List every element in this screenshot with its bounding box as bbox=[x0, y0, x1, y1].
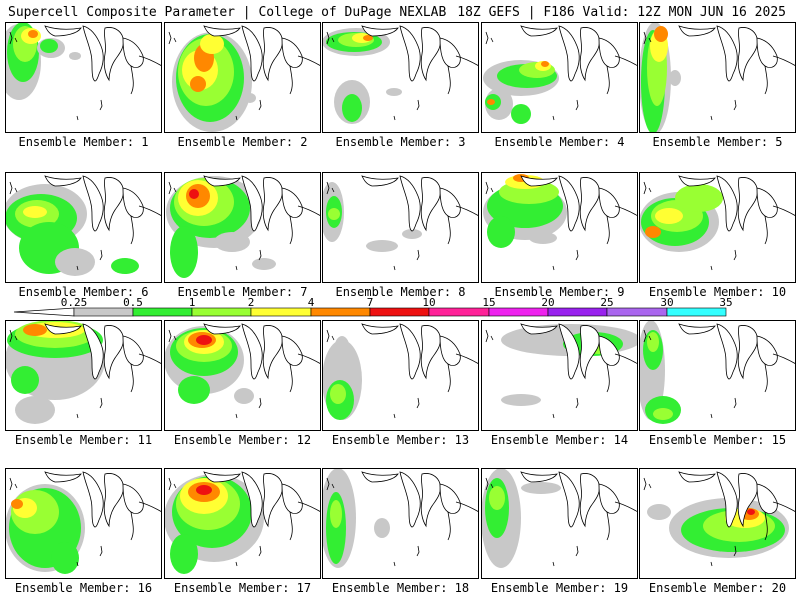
legend-tick-label: 10 bbox=[422, 296, 435, 309]
ensemble-member-label: Ensemble Member: 10 bbox=[648, 285, 787, 299]
page-title: Supercell Composite Parameter | College … bbox=[8, 5, 447, 20]
ensemble-map bbox=[5, 172, 162, 283]
ensemble-map bbox=[639, 468, 796, 579]
ensemble-map-panel bbox=[5, 172, 162, 283]
ensemble-member-label: Ensemble Member: 2 bbox=[177, 135, 308, 149]
legend-swatch bbox=[547, 307, 608, 317]
ensemble-member-label: Ensemble Member: 14 bbox=[490, 433, 629, 447]
ensemble-map bbox=[164, 22, 321, 133]
ensemble-member-label: Ensemble Member: 18 bbox=[331, 581, 470, 595]
ensemble-map bbox=[322, 172, 479, 283]
ensemble-map bbox=[164, 320, 321, 431]
ensemble-map bbox=[164, 468, 321, 579]
ensemble-map bbox=[5, 320, 162, 431]
legend-tick-label: 2 bbox=[248, 296, 255, 309]
ensemble-map bbox=[481, 22, 638, 133]
ensemble-map-panel bbox=[322, 468, 479, 579]
ensemble-member-label: Ensemble Member: 20 bbox=[648, 581, 787, 595]
ensemble-map-panel bbox=[164, 22, 321, 133]
legend-tick-label: 7 bbox=[367, 296, 374, 309]
legend-swatch bbox=[191, 307, 252, 317]
legend-swatch bbox=[132, 307, 193, 317]
legend-tick-label: 20 bbox=[541, 296, 554, 309]
ensemble-member-label: Ensemble Member: 8 bbox=[335, 285, 466, 299]
ensemble-member-label: Ensemble Member: 11 bbox=[14, 433, 153, 447]
ensemble-member-label: Ensemble Member: 19 bbox=[490, 581, 629, 595]
ensemble-map bbox=[322, 22, 479, 133]
ensemble-map bbox=[481, 172, 638, 283]
ensemble-map-panel bbox=[639, 22, 796, 133]
color-legend: 0.25 0.5 1 2 4 7 10 15 20 25 30 35 bbox=[0, 296, 800, 322]
legend-tick-label: 30 bbox=[660, 296, 673, 309]
legend-tick-label: 0.5 bbox=[123, 296, 143, 309]
legend-swatch bbox=[369, 307, 430, 317]
ensemble-map-panel bbox=[164, 468, 321, 579]
ensemble-map-panel bbox=[481, 468, 638, 579]
legend-tick-label: 4 bbox=[308, 296, 315, 309]
ensemble-map bbox=[639, 320, 796, 431]
ensemble-map-panel bbox=[164, 172, 321, 283]
ensemble-map-panel bbox=[5, 320, 162, 431]
ensemble-map-panel bbox=[481, 22, 638, 133]
ensemble-member-label: Ensemble Member: 16 bbox=[14, 581, 153, 595]
ensemble-member-label: Ensemble Member: 4 bbox=[494, 135, 625, 149]
legend-swatch bbox=[250, 307, 312, 317]
ensemble-map bbox=[322, 468, 479, 579]
ensemble-map-panel bbox=[481, 172, 638, 283]
legend-swatch bbox=[310, 307, 371, 317]
ensemble-map bbox=[481, 468, 638, 579]
legend-tick-label: 1 bbox=[189, 296, 196, 309]
ensemble-member-label: Ensemble Member: 12 bbox=[173, 433, 312, 447]
ensemble-map bbox=[5, 22, 162, 133]
ensemble-map bbox=[322, 320, 479, 431]
ensemble-member-label: Ensemble Member: 6 bbox=[18, 285, 149, 299]
ensemble-map-panel bbox=[322, 22, 479, 133]
legend-swatch bbox=[666, 307, 727, 317]
ensemble-map-panel bbox=[639, 172, 796, 283]
ensemble-map bbox=[5, 468, 162, 579]
ensemble-map-panel bbox=[639, 320, 796, 431]
legend-swatch bbox=[606, 307, 668, 317]
ensemble-member-label: Ensemble Member: 1 bbox=[18, 135, 149, 149]
colorbar-svg: 0.25 0.5 1 2 4 7 10 15 20 25 30 35 bbox=[13, 296, 733, 317]
ensemble-member-label: Ensemble Member: 13 bbox=[331, 433, 470, 447]
ensemble-map-panel bbox=[164, 320, 321, 431]
ensemble-member-label: Ensemble Member: 17 bbox=[173, 581, 312, 595]
legend-tick-label: 0.25 bbox=[61, 296, 88, 309]
ensemble-map-panel bbox=[5, 468, 162, 579]
ensemble-map bbox=[164, 172, 321, 283]
ensemble-member-label: Ensemble Member: 3 bbox=[335, 135, 466, 149]
legend-tick-label: 25 bbox=[600, 296, 613, 309]
ensemble-map bbox=[639, 22, 796, 133]
ensemble-member-label: Ensemble Member: 9 bbox=[494, 285, 625, 299]
ensemble-map-panel bbox=[5, 22, 162, 133]
ensemble-member-label: Ensemble Member: 5 bbox=[652, 135, 783, 149]
legend-swatch bbox=[73, 307, 134, 317]
legend-swatch bbox=[428, 307, 490, 317]
ensemble-map-panel bbox=[481, 320, 638, 431]
legend-swatch bbox=[488, 307, 549, 317]
ensemble-map bbox=[639, 172, 796, 283]
ensemble-map bbox=[481, 320, 638, 431]
ensemble-map-panel bbox=[322, 172, 479, 283]
legend-tick-label: 35 bbox=[719, 296, 732, 309]
ensemble-map-panel bbox=[639, 468, 796, 579]
legend-arrow-low bbox=[13, 307, 75, 317]
legend-tick-label: 15 bbox=[482, 296, 495, 309]
ensemble-member-label: Ensemble Member: 15 bbox=[648, 433, 787, 447]
ensemble-member-label: Ensemble Member: 7 bbox=[177, 285, 308, 299]
model-run-info: 18Z GEFS | F186 Valid: 12Z MON JUN 16 20… bbox=[457, 5, 786, 20]
ensemble-map-panel bbox=[322, 320, 479, 431]
